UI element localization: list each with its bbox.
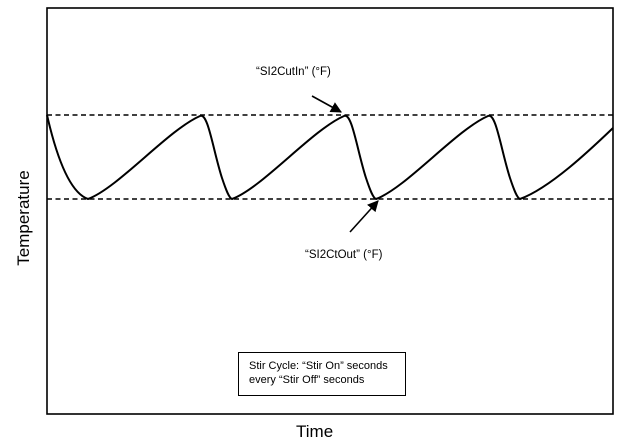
x-axis-label: Time: [296, 422, 334, 441]
cut-in-arrow: [311, 95, 342, 113]
temperature-waveform: [46, 114, 614, 201]
stir-cycle-line-1: Stir Cycle: “Stir On” seconds: [249, 360, 388, 372]
plot-frame: [46, 7, 614, 415]
y-axis-label: Temperature: [14, 170, 33, 266]
cut-out-arrow: [349, 200, 379, 233]
cut-out-label: “SI2CtOut” (°F): [305, 249, 383, 261]
stir-cycle-line-2: every “Stir Off” seconds: [249, 374, 365, 386]
stir-cycle-box: Stir Cycle: “Stir On” seconds every “Sti…: [238, 352, 406, 396]
cut-in-label: “SI2CutIn” (°F): [256, 66, 331, 78]
